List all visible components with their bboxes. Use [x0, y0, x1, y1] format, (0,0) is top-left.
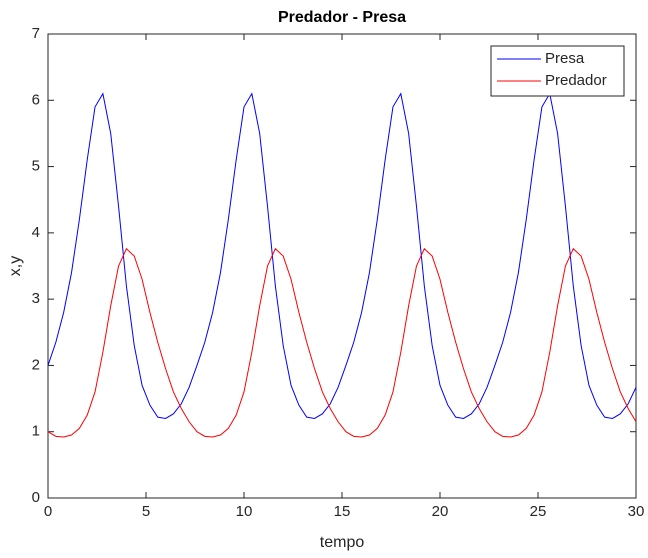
y-tick-label: 3	[32, 290, 40, 307]
x-tick-label: 10	[236, 503, 253, 520]
y-tick-label: 1	[32, 423, 40, 440]
legend-label: Presa	[545, 50, 585, 67]
y-tick-label: 4	[32, 224, 40, 241]
x-tick-label: 15	[334, 503, 351, 520]
x-tick-label: 30	[628, 503, 645, 520]
chart-title: Predador - Presa	[278, 9, 406, 26]
series-line	[47, 247, 637, 438]
x-axis-label: tempo	[320, 534, 365, 551]
y-tick-label: 6	[32, 91, 40, 108]
x-tick-label: 25	[530, 503, 547, 520]
y-tick-label: 7	[32, 25, 40, 42]
x-tick-label: 0	[44, 503, 52, 520]
y-tick-label: 2	[32, 356, 40, 373]
series-line	[47, 92, 637, 419]
x-tick-label: 5	[142, 503, 150, 520]
legend-box	[490, 45, 625, 97]
y-tick-label: 5	[32, 158, 40, 175]
legend-label: Predador	[545, 72, 607, 89]
x-tick-label: 20	[432, 503, 449, 520]
y-axis-label: x,y	[7, 256, 24, 276]
y-tick-label: 0	[32, 489, 40, 506]
plot-area	[47, 33, 637, 499]
